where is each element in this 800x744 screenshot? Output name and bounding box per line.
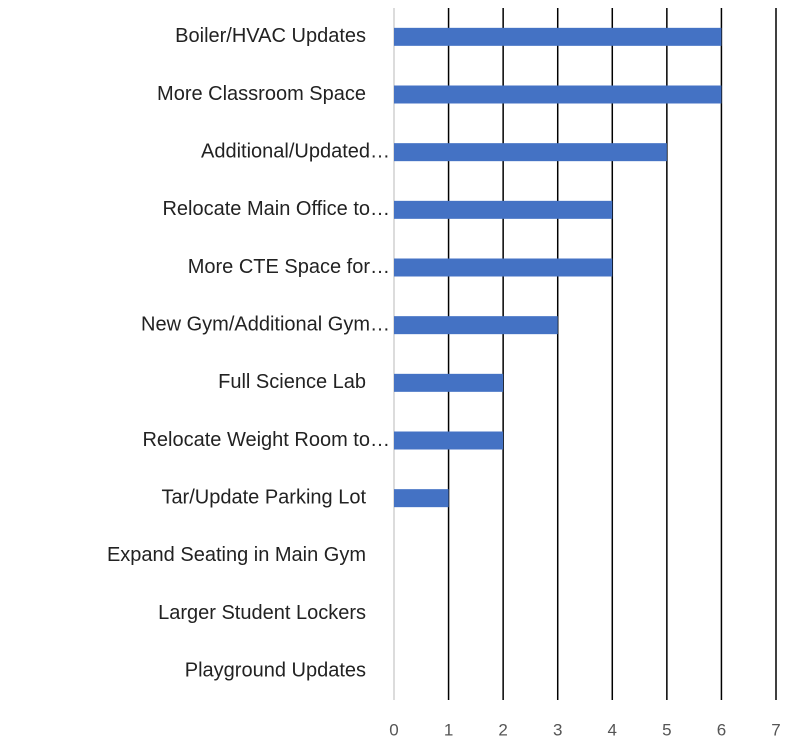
x-tick-label: 5: [662, 720, 671, 739]
y-tick-label: New Gym/Additional Gym…: [141, 313, 390, 335]
x-tick-label: 4: [608, 720, 617, 739]
bar: [394, 258, 613, 277]
y-tick-label: More Classroom Space: [157, 83, 366, 105]
y-tick-label: Full Science Lab: [218, 371, 366, 393]
bar: [394, 27, 722, 46]
x-tick-label: 3: [553, 720, 562, 739]
bar: [394, 489, 449, 508]
y-tick-label: Larger Student Lockers: [158, 602, 366, 624]
bar: [394, 85, 722, 104]
x-tick-label: 0: [389, 720, 398, 739]
bar: [394, 200, 613, 219]
y-tick-label: Relocate Main Office to…: [162, 198, 390, 220]
y-tick-label: Additional/Updated…: [201, 140, 390, 162]
y-tick-label: Relocate Weight Room to…: [142, 429, 390, 451]
bar: [394, 316, 558, 335]
bar: [394, 431, 504, 450]
x-tick-label: 7: [771, 720, 780, 739]
bar: [394, 373, 504, 392]
x-tick-label: 2: [498, 720, 507, 739]
bar: [394, 143, 667, 162]
y-tick-label: Expand Seating in Main Gym: [107, 544, 366, 566]
y-tick-label: Tar/Update Parking Lot: [161, 486, 366, 508]
x-tick-label: 6: [717, 720, 726, 739]
x-tick-label: 1: [444, 720, 453, 739]
y-tick-label: Boiler/HVAC Updates: [175, 25, 366, 47]
y-tick-label: More CTE Space for…: [188, 256, 390, 278]
y-tick-label: Playground Updates: [185, 659, 366, 681]
